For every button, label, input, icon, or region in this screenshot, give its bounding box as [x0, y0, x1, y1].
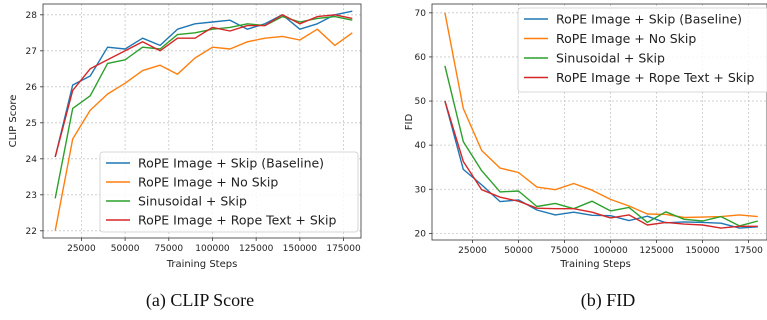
clip-xtick-label-3: 100000	[195, 244, 230, 254]
clip-xtick-label-2: 75000	[154, 244, 183, 254]
fid-xtick-label-3: 100000	[593, 246, 628, 256]
fid-legend-label-1: RoPE Image + No Skip	[556, 31, 696, 46]
clip-xtick-label-6: 175000	[326, 244, 361, 254]
clip-series-line-0	[54, 10, 353, 158]
clip-legend-box	[99, 151, 359, 233]
fid-series-line-0	[444, 100, 758, 229]
clip-plot-frame	[42, 3, 362, 239]
fid-xtick-label-6: 17500	[734, 246, 763, 256]
clip-ytick-label-2: 24	[26, 155, 38, 165]
clip-legend-label-3: RoPE Image + Rope Text + Skip	[138, 213, 336, 228]
fid-ytick-label-2: 40	[415, 141, 427, 151]
clip-legend-label-1: RoPE Image + No Skip	[138, 175, 278, 190]
fid-caption: (b) FID	[581, 290, 636, 311]
clip-series-line-3	[54, 14, 353, 158]
clip-y-axis-label: CLIP Score	[8, 95, 19, 148]
fid-ytick-label-5: 70	[415, 9, 427, 19]
clip-legend-label-0: RoPE Image + Skip (Baseline)	[138, 156, 324, 171]
fid-xtick-label-5: 150000	[685, 246, 720, 256]
clip-xtick-label-4: 125000	[239, 244, 274, 254]
fid-series-line-2	[444, 65, 758, 227]
fid-ytick-label-4: 60	[415, 53, 427, 63]
fid-plot-frame	[431, 3, 767, 241]
clip-xtick-label-0: 25000	[67, 244, 96, 254]
fid-xtick-label-1: 50000	[504, 246, 533, 256]
clip-xtick-label-5: 150000	[283, 244, 318, 254]
clip-legend: RoPE Image + Skip (Baseline) RoPE Image +…	[99, 151, 359, 233]
fid-x-axis-label: Training Steps	[559, 259, 631, 270]
fid-legend-label-2: Sinusoidal + Skip	[556, 51, 665, 66]
clip-ytick-label-1: 23	[26, 191, 37, 201]
clip-ytick-label-0: 22	[26, 227, 37, 237]
fid-legend: RoPE Image + Skip (Baseline) RoPE Image +…	[517, 7, 767, 93]
chart-clip-score: 25000 50000 75000 100000 125000 150000 175000 2…	[8, 3, 362, 311]
fid-ytick-label-0: 20	[415, 229, 427, 239]
clip-caption: (a) CLIP Score	[146, 290, 254, 311]
fid-legend-box	[517, 7, 767, 93]
clip-series-line-2	[54, 15, 353, 199]
fid-ytick-label-1: 30	[415, 185, 427, 195]
clip-ytick-label-6: 28	[26, 11, 38, 21]
fid-xtick-label-2: 75000	[550, 246, 579, 256]
fid-legend-label-3: RoPE Image + Rope Text + Skip	[556, 70, 754, 85]
clip-x-axis-label: Training Steps	[166, 259, 238, 270]
fid-series-line-3	[444, 100, 758, 229]
clip-legend-label-2: Sinusoidal + Skip	[138, 194, 247, 209]
clip-series-line-1	[54, 28, 353, 231]
fid-ytick-label-3: 50	[415, 97, 427, 107]
fid-xtick-label-4: 125000	[639, 246, 674, 256]
fid-xtick-label-0: 25000	[458, 246, 487, 256]
chart-fid: 25000 50000 75000 100000 125000 150000 17500 20…	[404, 3, 767, 311]
clip-ytick-label-5: 27	[26, 47, 37, 57]
fid-series-line-1	[444, 12, 758, 219]
clip-xtick-label-1: 50000	[111, 244, 140, 254]
fid-y-axis-label: FID	[404, 114, 415, 131]
clip-ytick-label-3: 25	[26, 119, 37, 129]
clip-ytick-label-4: 26	[26, 83, 38, 93]
fid-legend-label-0: RoPE Image + Skip (Baseline)	[556, 12, 742, 27]
